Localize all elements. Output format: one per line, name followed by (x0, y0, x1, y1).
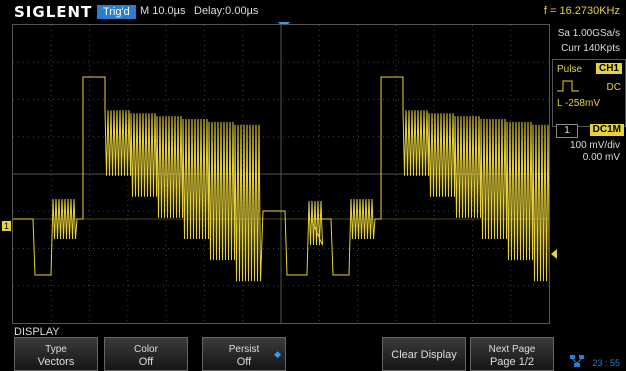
clock: 23 : 55 (592, 358, 620, 368)
waveform-grid (13, 25, 549, 323)
ch1-trace (13, 76, 549, 282)
frequency-readout: f = 16.2730KHz (543, 5, 620, 17)
softkey-label: Persist (228, 344, 260, 355)
clear-display-softkey[interactable]: Clear Display (382, 337, 466, 371)
channel1-info[interactable]: 1 DC1M 100 mV/div 0.00 mV (552, 122, 626, 174)
softkey-value: Vectors (37, 356, 75, 368)
trigger-status-badge: Trig'd (97, 5, 136, 19)
softkey-label: Clear Display (391, 349, 457, 361)
waveform-display[interactable] (12, 24, 550, 324)
trigger-level: L -258mV (557, 98, 600, 109)
softkey-value: Off (236, 356, 252, 368)
softkey-value: Page 1/2 (489, 356, 535, 368)
channel-coupling-badge: DC1M (589, 124, 624, 136)
brand-logo: SIGLENT (14, 3, 93, 21)
color-softkey[interactable]: Color Off (104, 337, 188, 371)
status-bar: SIGLENT Trig'd M 10.0µs Delay:0.00µs f =… (0, 0, 626, 24)
channel-number: 1 (556, 124, 578, 138)
type-softkey[interactable]: Type Vectors (14, 337, 98, 371)
softkey-label: Color (134, 344, 158, 355)
sample-rate: Sa 1.00GSa/s (557, 28, 620, 39)
trigger-coupling: DC (606, 82, 621, 93)
softkey-value: Off (138, 356, 154, 368)
network-icon (570, 355, 584, 367)
trigger-level-icon (551, 249, 557, 259)
persist-softkey[interactable]: Persist Off ◆ (202, 337, 286, 371)
timebase-readout[interactable]: M 10.0µs (140, 5, 186, 17)
info-panel: Sa 1.00GSa/s Curr 140Kpts Pulse CH1 DC L… (552, 24, 626, 324)
spin-arrow-icon: ◆ (274, 349, 281, 359)
trigger-source-badge: CH1 (595, 63, 622, 74)
volts-per-div: 100 mV/div (569, 140, 620, 151)
delay-readout[interactable]: Delay:0.00µs (194, 5, 259, 17)
pulse-icon (557, 80, 579, 92)
trigger-info[interactable]: Pulse CH1 DC L -258mV (552, 59, 626, 127)
menu-title: DISPLAY (14, 326, 60, 338)
channel-offset: 0.00 mV (582, 152, 620, 163)
next-page-softkey[interactable]: Next Page Page 1/2 (470, 337, 554, 371)
softkey-label: Next Page (488, 344, 536, 355)
channel-marker-icon[interactable]: 1 (2, 221, 11, 231)
softkey-bar: Type Vectors Color Off Persist Off ◆ Cle… (0, 337, 626, 371)
softkey-label: Type (45, 344, 67, 355)
trigger-type: Pulse (557, 64, 583, 75)
memory-depth: Curr 140Kpts (561, 43, 620, 54)
